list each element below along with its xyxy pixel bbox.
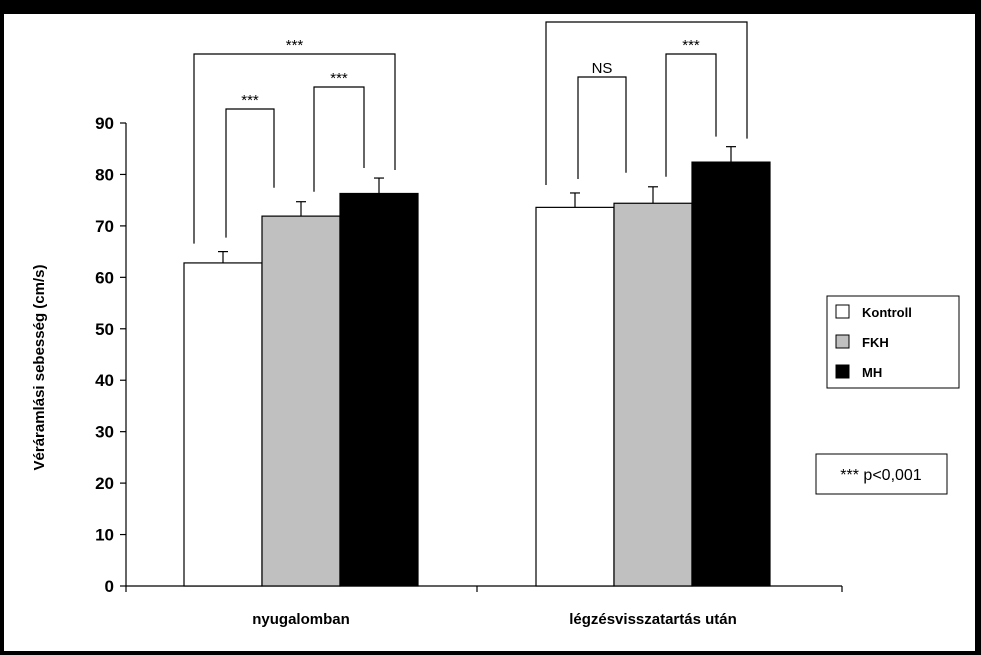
significance-bracket — [225, 108, 275, 238]
y-axis-label: Véráramlási sebesség (cm/s) — [31, 265, 48, 471]
y-tick-label: 10 — [95, 526, 114, 545]
y-tick-label: 20 — [95, 474, 114, 493]
significance-label: *** — [241, 92, 259, 109]
legend-swatch — [835, 334, 850, 349]
significance-bracket — [665, 53, 717, 177]
note-box — [815, 453, 948, 495]
legend-label: Kontroll — [862, 305, 912, 320]
category-label: légzésvisszatartás után — [569, 611, 737, 628]
legend-swatch — [835, 364, 850, 379]
y-tick-label: 30 — [95, 423, 114, 442]
category-label: nyugalomban — [252, 611, 350, 628]
y-tick-label: 60 — [95, 268, 114, 287]
bar — [339, 192, 419, 587]
significance-bracket — [577, 76, 627, 179]
significance-label: *** — [286, 37, 304, 54]
chart-frame: 0 10 20 30 40 50 60 70 80 90 Véráramlási sebesség … — [4, 14, 975, 651]
y-tick-label: 90 — [95, 114, 114, 133]
legend-label: MH — [862, 365, 882, 380]
legend: Kontroll FKH MH — [826, 295, 960, 389]
p-value-note: *** p<0,001 — [840, 467, 922, 484]
significance-label: *** — [330, 70, 348, 87]
significance-label: NS — [592, 60, 613, 77]
y-tick-label: 40 — [95, 371, 114, 390]
bar — [261, 215, 341, 587]
significance-bracket — [193, 53, 396, 244]
y-tick-label: 0 — [105, 577, 114, 596]
bar — [691, 161, 771, 587]
significance-label: *** — [682, 37, 700, 54]
bar — [183, 262, 263, 587]
significance-bracket — [313, 86, 365, 192]
bar — [613, 202, 693, 587]
y-tick-label: 70 — [95, 217, 114, 236]
y-tick-label: 50 — [95, 320, 114, 339]
significance-bracket — [545, 21, 748, 185]
y-tick-label: 80 — [95, 165, 114, 184]
legend-label: FKH — [862, 335, 889, 350]
legend-swatch — [835, 304, 850, 319]
bar — [535, 206, 615, 587]
chart-svg: 0 10 20 30 40 50 60 70 80 90 Véráramlási sebesség … — [31, 21, 960, 628]
